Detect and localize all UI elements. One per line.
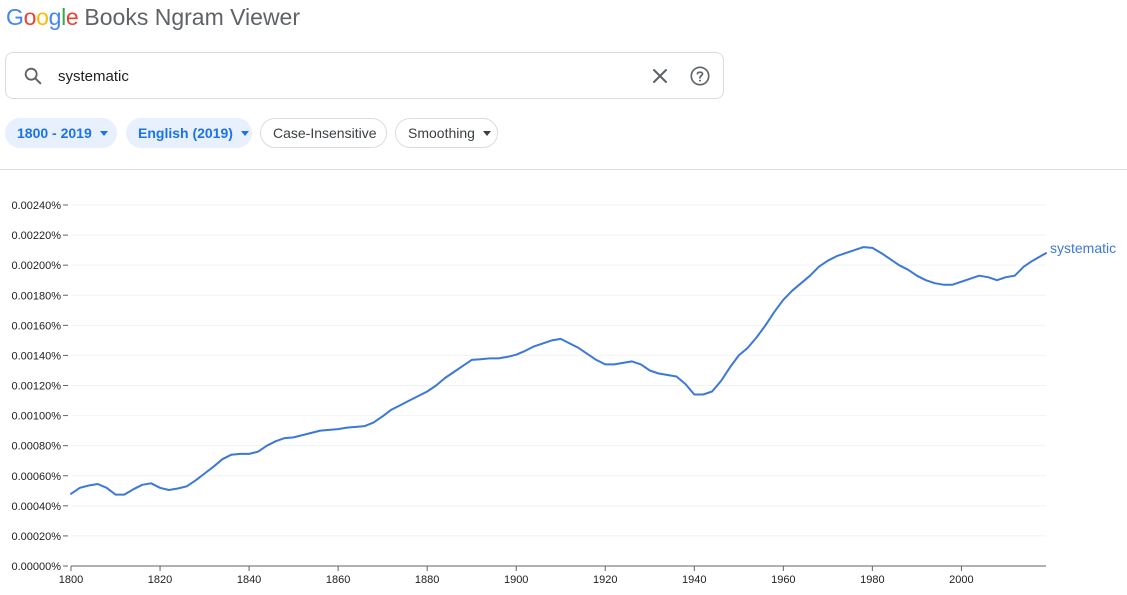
google-logo[interactable]: Google [6, 4, 79, 31]
y-tick-label: 0.00240% [11, 200, 61, 212]
year-range-dropdown[interactable]: 1800 - 2019 [5, 118, 117, 148]
help-circle-icon[interactable] [689, 65, 711, 87]
caret-down-icon [99, 130, 108, 136]
x-tick-label: 2000 [949, 574, 973, 586]
series-label[interactable]: systematic [1050, 240, 1116, 256]
logo-letter: l [61, 4, 66, 30]
y-tick-label: 0.00060% [11, 471, 61, 483]
corpus-dropdown[interactable]: English (2019) [126, 118, 252, 148]
y-tick-label: 0.00120% [11, 381, 61, 393]
y-tick-label: 0.00080% [11, 441, 61, 453]
y-tick-label: 0.00140% [11, 350, 61, 362]
ngram-chart: 0.00000% 0.00020% 0.00040% 0.00060% 0.00080%… [11, 200, 1116, 586]
x-tick-label: 1960 [771, 574, 795, 586]
search-icon[interactable] [22, 65, 44, 87]
x-tick-label: 1980 [860, 574, 884, 586]
close-icon[interactable] [650, 66, 670, 86]
y-tick-label: 0.00180% [11, 290, 61, 302]
y-tick-label: 0.00000% [11, 561, 61, 573]
x-tick-label: 1820 [148, 574, 172, 586]
logo-letter: e [65, 4, 79, 30]
series-line-systematic[interactable] [70, 246, 1047, 496]
case-insensitive-label: Case-Insensitive [273, 125, 377, 141]
corpus-label: English (2019) [138, 125, 233, 141]
x-tick-label: 1840 [237, 574, 261, 586]
x-tick-label: 1940 [682, 574, 706, 586]
logo-letter: o [23, 4, 37, 30]
y-tick-label: 0.00220% [11, 230, 61, 242]
y-tick-label: 0.00160% [11, 320, 61, 332]
logo-letter: g [48, 4, 62, 30]
y-tick-label: 0.00040% [11, 501, 61, 513]
search-input[interactable] [58, 65, 618, 87]
logo-letter: o [36, 4, 49, 30]
x-tick-label: 1920 [593, 574, 617, 586]
smoothing-dropdown[interactable]: Smoothing [395, 118, 498, 148]
app-title: Books Ngram Viewer [84, 4, 301, 30]
header: Google Books Ngram Viewer [6, 4, 300, 34]
year-range-label: 1800 - 2019 [17, 125, 92, 141]
x-tick-label: 1880 [415, 574, 439, 586]
logo-letter: G [6, 4, 24, 30]
caret-down-icon [240, 130, 249, 136]
y-tick-label: 0.00020% [11, 531, 61, 543]
y-tick-label: 0.00100% [11, 411, 61, 423]
divider [0, 169, 1127, 170]
y-tick-label: 0.00200% [11, 260, 61, 272]
x-tick-label: 1860 [326, 574, 350, 586]
x-tick-label: 1900 [504, 574, 528, 586]
case-insensitive-toggle[interactable]: Case-Insensitive [260, 118, 387, 148]
smoothing-label: Smoothing [408, 125, 475, 141]
x-tick-label: 1800 [59, 574, 83, 586]
search-box [5, 52, 724, 99]
caret-down-icon [482, 130, 491, 136]
